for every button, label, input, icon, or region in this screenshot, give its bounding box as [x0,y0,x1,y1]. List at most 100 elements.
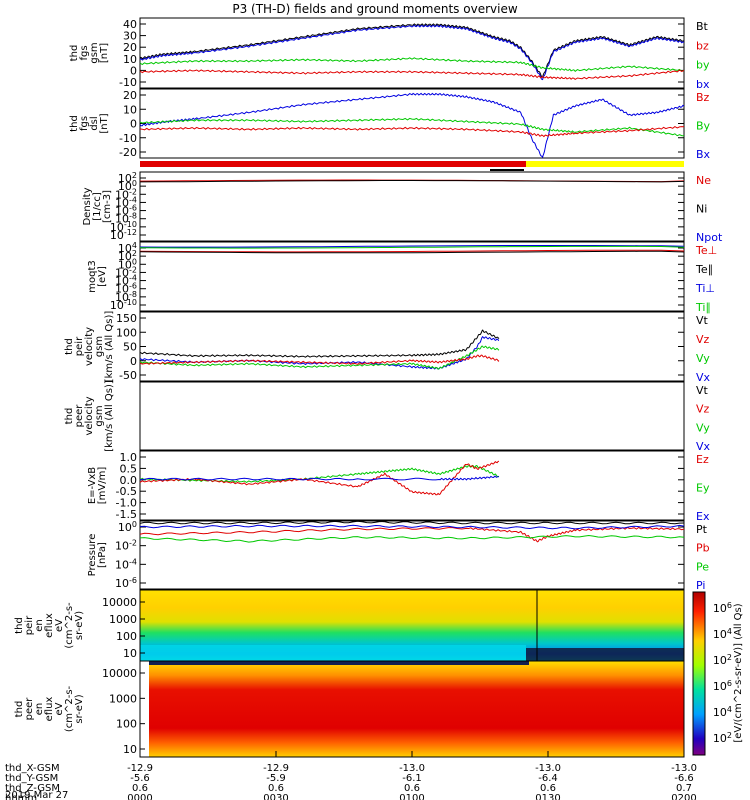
panel-pressure-series-pt [139,520,685,525]
panel-pressure-ytick-label: 10-4 [115,557,137,571]
colorbar [692,591,706,756]
legend-density-2: Npot [696,231,723,244]
x-tick-label: -6.4 [538,773,558,784]
legend-peer_velocity-1: Vz [696,403,710,416]
x-tick-label: -5.9 [266,773,286,784]
panel-density-series-ni [139,180,685,183]
panel-efield-series-ey [139,464,500,483]
spectrogram-peir-noise [526,648,684,661]
panel-temperature-ytick-label: 10-2 [115,265,137,279]
colorbar-tick-label: 106 [713,679,732,693]
legend-temperature-3: Ti∥ [695,301,711,314]
x-tick-label: -13.0 [399,763,425,774]
panel-temperature-series-te [139,249,685,253]
spectrogram-peer-ylabel-line: sr-eV) [74,694,85,723]
panel-density-ytick-label: 10-6 [115,204,137,218]
spectrogram-peir-ytick-label: 10000 [102,596,137,609]
panel-fgs_gsm-ylabel-line: fgs [79,45,90,60]
panel-temperature-ylabel-line: moqt3 [87,260,98,293]
panel-density-ytick-label: 10-10 [110,220,137,234]
colorbar-tick-label: 104 [713,705,732,719]
spectrogram-peer-ytick-label: 10 [123,743,137,756]
ephemeris-bar-region-1 [140,161,526,167]
panel-temperature-ytick-label: 102 [118,249,137,263]
panel-fgs_gsm-ytick-label: 10 [123,53,137,66]
panel-fgs_dsl-series-bz [139,126,685,138]
panel-fgs_dsl-ytick-label: 10 [123,103,137,116]
panel-density-frame [139,171,685,242]
panel-fgs_dsl-ylabel-line: dsl [89,116,100,130]
legend-peer_velocity-0: Vt [696,384,709,397]
panel-fgs_gsm-series-bx [139,24,685,81]
x-tick-label: 0.6 [404,783,420,794]
legend-peir_velocity-2: Vy [696,352,710,365]
spectrogram-peer-ytick-label: 100 [116,718,137,731]
panel-fgs_gsm-ylabel-line: [nT] [99,43,110,63]
spectrogram-peer-ylabel-line: thd [14,701,25,718]
date-label: 2019 Mar 27 [5,790,68,800]
panel-fgs_dsl-ytick-label: -10 [119,132,137,145]
spectrogram-peir-ylabel-line: eV [54,619,65,632]
panel-peir_velocity-ylabel-line: thd [64,338,75,355]
legend-temperature-0: Te⊥ [695,244,717,257]
legend-fgs_dsl-0: Bz [696,91,710,104]
panel-pressure-frame [139,520,685,590]
colorbar-label: [eV/(cm^2-s-sr-eV)] (All Qs) [733,603,744,742]
panel-density-ylabel-line: [1/cc] [92,192,103,221]
panel-fgs_dsl-series-by [139,117,685,137]
panel-fgs_dsl-series-bx [139,92,685,159]
panel-temperature-ytick-label: 100 [118,257,137,271]
panel-efield [139,450,685,521]
panel-peir_velocity-series-vy [139,345,500,370]
panel-fgs_gsm-ytick-label: 40 [123,18,137,31]
panel-fgs_gsm-ytick-label: 20 [123,41,137,54]
panel-fgs_gsm-series-bz [139,69,685,81]
spectrogram-peer-ytick-label: 10000 [102,667,137,680]
panel-pressure-ylabel-line: [nPa] [97,542,108,568]
panel-peir_velocity [139,311,685,382]
panel-efield-frame [139,450,685,521]
panel-density-ytick-label: 10-2 [115,187,137,201]
panel-pressure-series-pe [139,534,685,543]
spectrogram-peer [139,660,685,758]
panel-peer_velocity-ylabel-line: thd [64,408,75,425]
panel-pressure [139,520,685,590]
panel-temperature [139,241,685,312]
panel-pressure-series-pi [139,524,685,530]
legend-peir_velocity-3: Vx [696,371,711,384]
panel-fgs_gsm-ylabel-line: gsm [89,42,100,63]
panel-peir_velocity-series-vt [139,329,500,358]
legend-density-0: Ne [696,174,711,187]
legend-pressure-3: Pi [696,579,705,592]
panel-fgs_gsm-ytick-label: 0 [130,64,137,77]
x-tick-label: -6.1 [402,773,422,784]
legend-peir_velocity-0: Vt [696,314,709,327]
legend-fgs_gsm-1: bz [696,39,709,52]
panel-efield-ytick-label: 0.5 [120,462,138,475]
panel-temperature-ylabel-line: [eV] [97,266,108,287]
legend-fgs_dsl-2: Bx [696,148,711,161]
panel-temperature-series-ti [139,245,685,248]
spectrogram-peir-ytick-label: 1000 [109,613,137,626]
panel-efield-ytick-label: 1.0 [120,451,138,464]
panel-fgs_gsm [139,17,685,89]
x-tick-label: 0.7 [676,783,692,794]
panel-density-ytick-label: 10-12 [110,228,137,242]
panel-temperature-series-te [139,250,685,254]
panel-pressure-ytick-label: 10-2 [115,539,137,553]
panel-peer_velocity-frame [139,381,685,451]
x-tick-label: 0100 [399,793,424,800]
legend-pressure-2: Pe [696,560,709,573]
panel-peer_velocity-ylabel-line: peer [74,404,85,428]
panel-peer_velocity-ylabel-line: velocity [84,396,95,435]
panel-peir_velocity-series-vz [139,354,500,365]
x-tick-label: 0200 [671,793,696,800]
legend-efield-0: Ez [696,453,709,466]
panel-peer_velocity [139,381,685,451]
legend-pressure-0: Pt [696,523,708,536]
panel-peir_velocity-ylabel-line: [km/s (All Qs)] [104,311,115,383]
panel-fgs_gsm-frame [139,17,685,89]
panel-efield-ytick-label: 0.0 [120,474,138,487]
panel-peer_velocity-ylabel-line: gsm [94,405,105,426]
panel-pressure-ytick-label: 10-6 [115,576,137,590]
